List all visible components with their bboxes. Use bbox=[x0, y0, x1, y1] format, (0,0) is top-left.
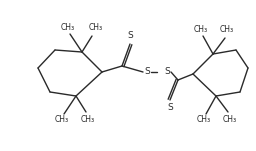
Text: CH₃: CH₃ bbox=[194, 26, 208, 34]
Text: S: S bbox=[167, 103, 173, 112]
Text: S: S bbox=[144, 67, 150, 77]
Text: S: S bbox=[164, 67, 170, 77]
Text: CH₃: CH₃ bbox=[61, 24, 75, 32]
Text: CH₃: CH₃ bbox=[220, 26, 234, 34]
Text: CH₃: CH₃ bbox=[223, 116, 237, 125]
Text: S: S bbox=[127, 32, 133, 40]
Text: CH₃: CH₃ bbox=[81, 116, 95, 125]
Text: CH₃: CH₃ bbox=[197, 116, 211, 125]
Text: CH₃: CH₃ bbox=[89, 24, 103, 32]
Text: CH₃: CH₃ bbox=[55, 116, 69, 125]
